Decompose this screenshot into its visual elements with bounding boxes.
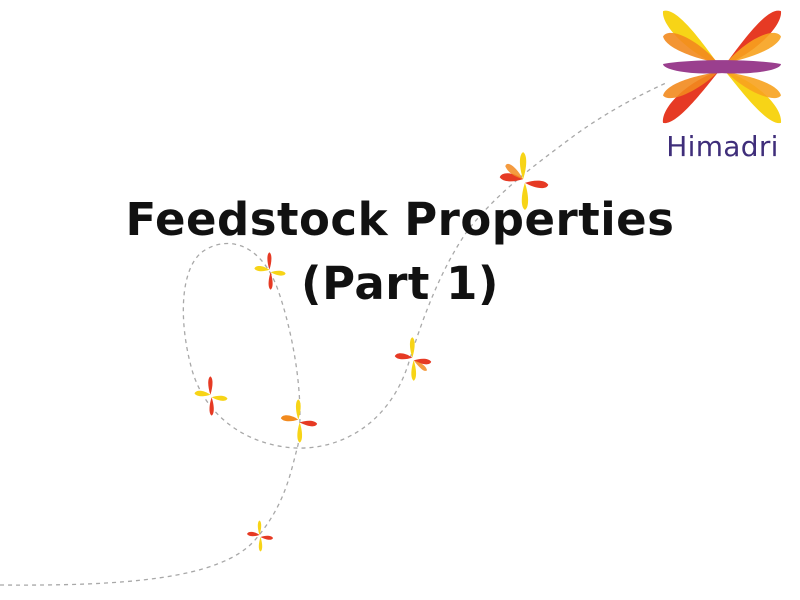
slide-title: Feedstock Properties (Part 1) (0, 188, 800, 316)
butterfly-icon (499, 152, 549, 210)
butterfly-icon (280, 399, 318, 443)
logo-wordmark: Himadri (666, 130, 779, 163)
butterfly-icon (394, 337, 432, 381)
butterfly-icon (194, 376, 228, 416)
butterfly-logo-icon (662, 10, 782, 124)
slide-title-line2: (Part 1) (301, 257, 499, 310)
slide-title-line1: Feedstock Properties (125, 193, 675, 246)
himadri-logo: Himadri (655, 6, 790, 166)
butterfly-icon (254, 252, 286, 290)
butterfly-icon (247, 520, 273, 552)
